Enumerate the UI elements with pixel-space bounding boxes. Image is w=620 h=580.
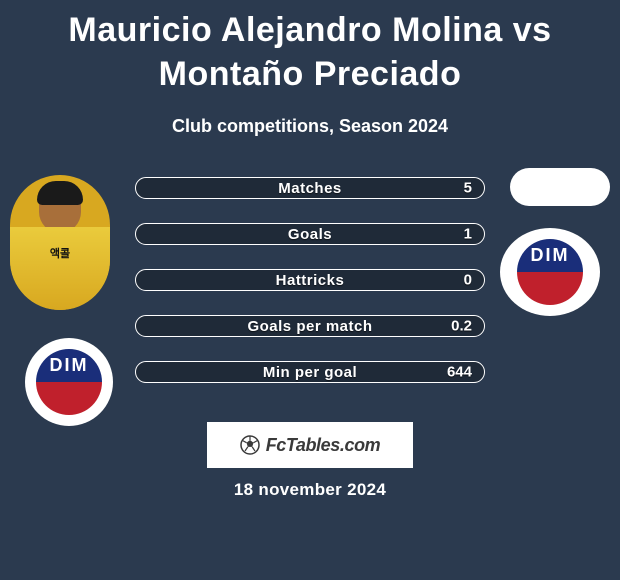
club-badge-right: DIM: [500, 228, 600, 316]
stat-row: Hattricks 0: [135, 269, 485, 291]
stat-label: Matches: [278, 180, 342, 197]
soccer-ball-icon: [240, 435, 260, 455]
stat-row: Goals per match 0.2: [135, 315, 485, 337]
stat-row: Min per goal 644: [135, 361, 485, 383]
stat-value: 0.2: [451, 318, 472, 335]
club-badge-left: DIM: [25, 338, 113, 426]
stat-label: Goals per match: [247, 318, 372, 335]
stat-value: 1: [464, 226, 472, 243]
player-photo-left: 액콜: [10, 175, 110, 310]
stat-row: Matches 5: [135, 177, 485, 199]
page-subtitle: Club competitions, Season 2024: [0, 116, 620, 137]
watermark: FcTables.com: [207, 422, 413, 468]
stat-value: 5: [464, 180, 472, 197]
dim-logo-icon: DIM: [517, 239, 583, 305]
stat-value: 0: [464, 272, 472, 289]
watermark-text: FcTables.com: [266, 435, 381, 456]
jersey-text: 액콜: [50, 245, 70, 261]
dim-logo-text: DIM: [531, 245, 570, 266]
stat-label: Min per goal: [263, 364, 357, 381]
date-text: 18 november 2024: [0, 480, 620, 500]
stat-value: 644: [447, 364, 472, 381]
stat-label: Hattricks: [276, 272, 345, 289]
stats-container: Matches 5 Goals 1 Hattricks 0 Goals per …: [135, 177, 485, 383]
dim-logo-icon: DIM: [36, 349, 102, 415]
stat-row: Goals 1: [135, 223, 485, 245]
stat-label: Goals: [288, 226, 332, 243]
player-photo-right: [510, 168, 610, 206]
dim-logo-text: DIM: [50, 355, 89, 376]
page-title: Mauricio Alejandro Molina vs Montaño Pre…: [0, 0, 620, 100]
